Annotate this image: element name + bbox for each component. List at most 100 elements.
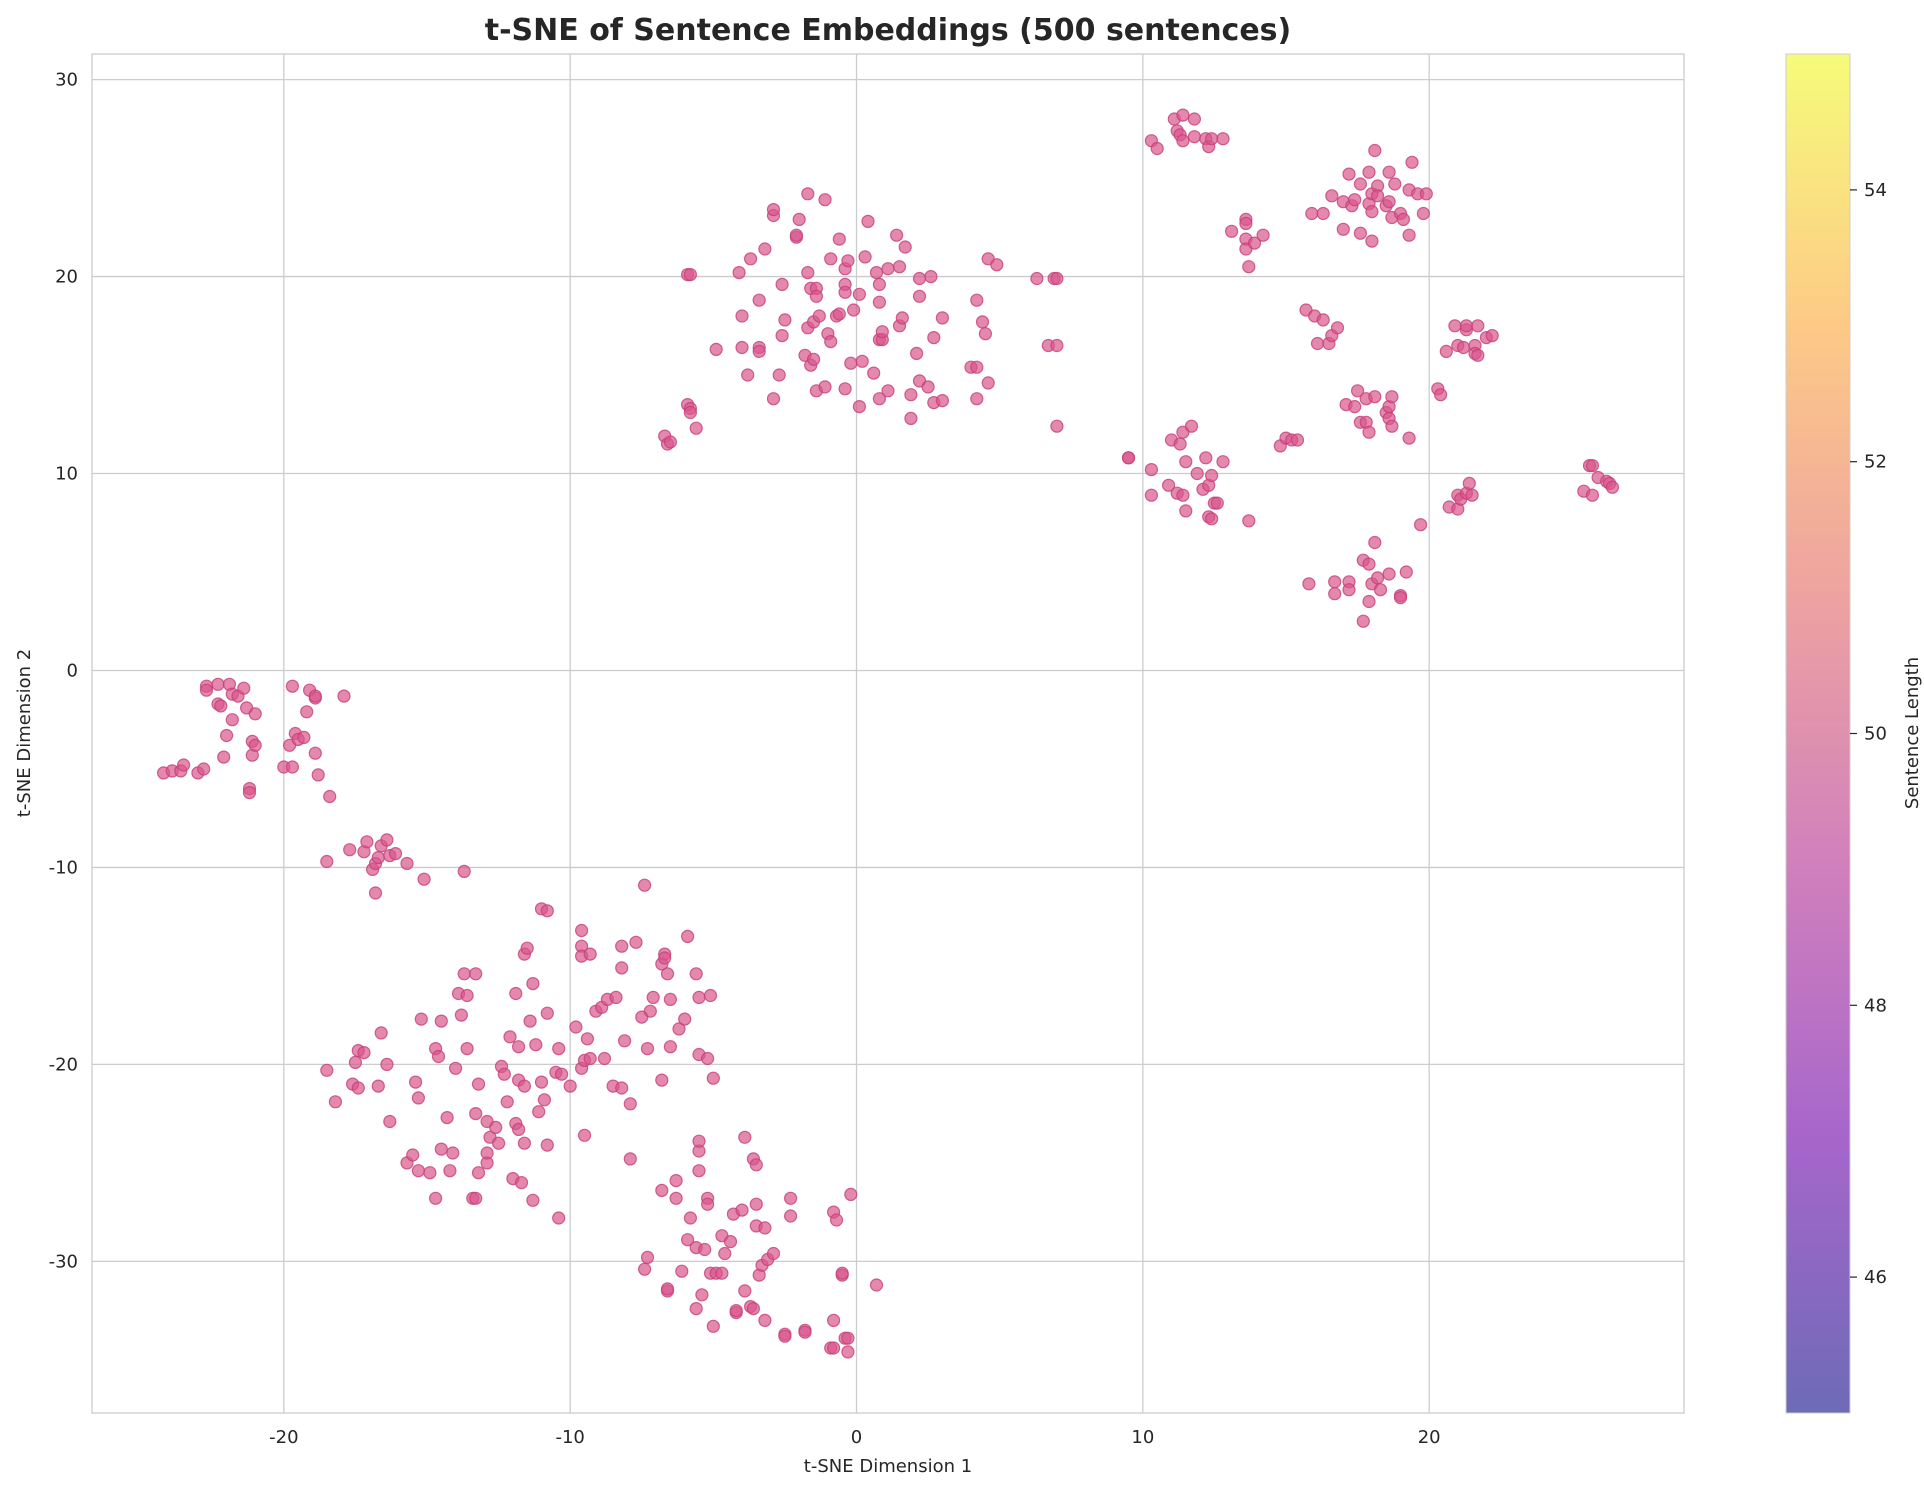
data-point (692, 990, 706, 1005)
x-tick-label: 10 (1131, 1427, 1154, 1448)
data-point (824, 335, 838, 349)
data-point (1385, 419, 1399, 433)
data-point (1462, 476, 1476, 490)
data-point (511, 1040, 526, 1054)
data-point (1382, 165, 1396, 179)
x-tick-label: 0 (851, 1427, 862, 1448)
data-point (758, 1221, 772, 1235)
data-point (308, 689, 322, 703)
data-point (895, 311, 909, 325)
data-point (540, 904, 554, 918)
data-point (832, 307, 846, 321)
data-point (844, 1187, 858, 1202)
plot-frame (91, 53, 1685, 1414)
data-point (1399, 565, 1413, 579)
data-point (703, 988, 718, 1003)
data-point (706, 1319, 720, 1333)
data-point (732, 266, 746, 280)
data-point (460, 988, 474, 1003)
x-tick-label: -20 (269, 1427, 298, 1448)
data-point (838, 382, 852, 396)
data-point (867, 366, 881, 380)
data-point (511, 1122, 526, 1137)
data-point (615, 961, 629, 975)
data-point (460, 1041, 474, 1056)
data-point (563, 1079, 577, 1093)
data-point (497, 1067, 511, 1081)
data-point (735, 340, 749, 355)
data-point (471, 1077, 486, 1091)
data-point (351, 1081, 365, 1095)
data-point (411, 1091, 425, 1105)
chart-title: t-SNE of Sentence Embeddings (500 senten… (485, 13, 1292, 48)
data-point (818, 380, 832, 394)
data-point (537, 1093, 552, 1107)
data-point (743, 252, 758, 266)
data-point (709, 342, 723, 356)
y-tick-label: 10 (55, 464, 78, 485)
data-point (872, 277, 887, 291)
data-point (869, 266, 884, 280)
data-point (924, 270, 938, 284)
data-point (1413, 518, 1428, 532)
data-point (1373, 583, 1388, 597)
data-point (360, 835, 374, 849)
data-point (500, 1095, 514, 1109)
data-point (1459, 319, 1474, 333)
points-layer (157, 108, 1620, 1359)
data-point (718, 1246, 732, 1261)
data-point (569, 1020, 583, 1034)
data-point (858, 250, 872, 264)
data-point (970, 360, 984, 374)
data-point (1310, 336, 1325, 351)
data-point (371, 850, 385, 865)
data-point (520, 941, 534, 955)
data-point (1302, 577, 1316, 591)
data-point (1190, 466, 1204, 481)
y-tick-label: -20 (49, 1054, 78, 1075)
data-point (798, 1325, 812, 1339)
data-point (789, 228, 804, 242)
data-point (1585, 488, 1600, 502)
data-point (927, 331, 941, 345)
y-tick-label: 0 (67, 660, 78, 681)
x-tick-label: 20 (1418, 1427, 1441, 1448)
data-point (1210, 496, 1224, 510)
data-point (970, 392, 984, 406)
data-point (1365, 205, 1379, 219)
data-point (320, 854, 334, 869)
data-point (429, 1191, 443, 1205)
data-point (844, 356, 858, 370)
data-point (1402, 228, 1416, 242)
data-point (615, 939, 629, 953)
data-point (1448, 319, 1462, 333)
data-point (812, 309, 826, 323)
data-point (752, 293, 766, 307)
data-point (692, 1134, 706, 1148)
data-point (1362, 165, 1376, 179)
data-point (775, 277, 789, 291)
data-point (454, 1008, 468, 1022)
data-point (680, 929, 695, 944)
data-point (678, 1012, 692, 1026)
data-point (217, 750, 231, 764)
data-point (431, 1049, 446, 1064)
data-point (1030, 271, 1044, 286)
data-point (1187, 130, 1202, 144)
data-point (841, 254, 855, 268)
data-point (580, 1032, 595, 1046)
data-point (758, 242, 772, 256)
data-point (1353, 177, 1368, 191)
data-point (1342, 583, 1356, 597)
data-point (1144, 463, 1159, 477)
data-point (517, 1136, 532, 1150)
data-point (1416, 206, 1431, 221)
data-point (735, 309, 749, 323)
data-point (689, 967, 703, 981)
data-point (1328, 575, 1342, 589)
colorbar (1785, 53, 1851, 1414)
data-point (766, 392, 781, 406)
data-point (1316, 206, 1330, 221)
data-point (237, 681, 251, 695)
